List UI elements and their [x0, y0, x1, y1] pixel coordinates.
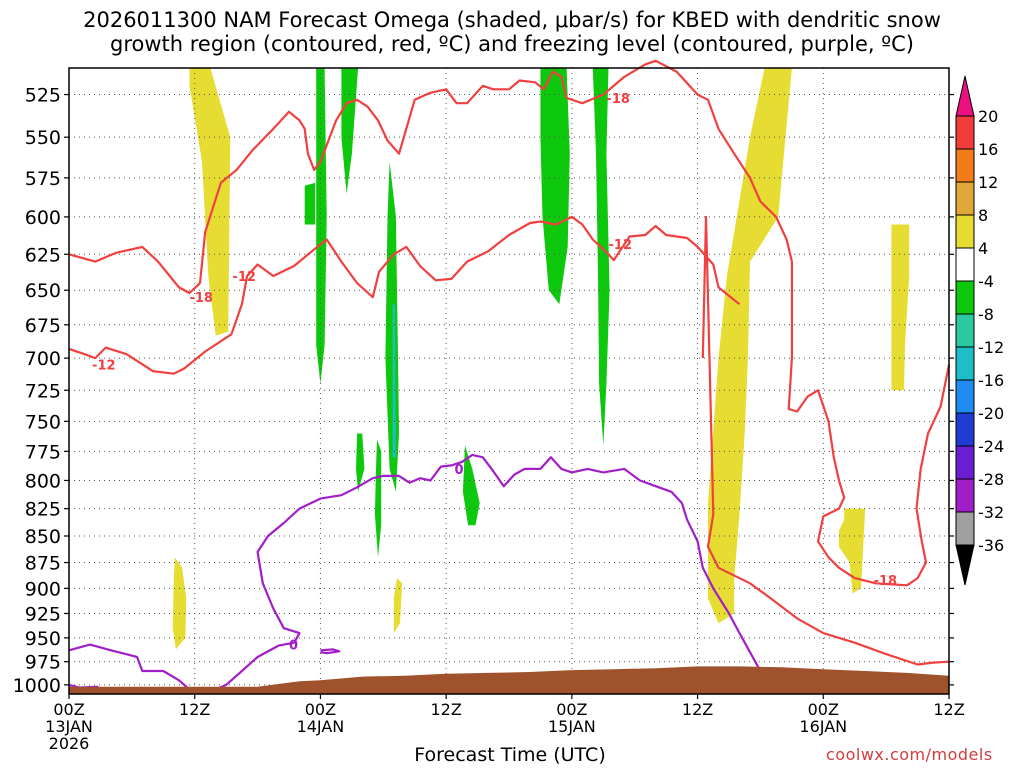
- colorbar-label: 20: [978, 107, 998, 126]
- x-tick-date: 13JAN: [45, 717, 93, 736]
- colorbar-box: [955, 412, 975, 447]
- omega-negative-region: [316, 68, 327, 384]
- terrain-ground: [69, 666, 949, 694]
- y-tick-label: 625: [25, 244, 61, 266]
- colorbar-label: -4: [978, 272, 994, 291]
- dgz-contour: [178, 59, 951, 587]
- colorbar-box: [955, 511, 975, 546]
- colorbar-box: [955, 379, 975, 414]
- contour-label: -18: [874, 574, 898, 589]
- y-tick-label: 850: [25, 526, 61, 548]
- colorbar-label: 12: [978, 173, 998, 192]
- omega-positive-region: [393, 578, 403, 634]
- colorbar-box: [955, 313, 975, 348]
- y-tick-label: 900: [25, 578, 61, 600]
- y-tick-label: 675: [25, 315, 61, 337]
- colorbar-box: [955, 247, 975, 282]
- colorbar-label: -20: [978, 404, 1004, 423]
- colorbar-box: [955, 214, 975, 249]
- omega-negative-region: [392, 304, 396, 458]
- omega-negative-region: [540, 68, 570, 305]
- colorbar-top-arrow: [955, 75, 975, 117]
- contour-label: -12: [232, 270, 256, 285]
- omega-positive-region: [189, 68, 231, 336]
- y-tick-label: 950: [25, 628, 61, 650]
- colorbar-box: [955, 346, 975, 381]
- omega-negative-region: [462, 445, 480, 526]
- colorbar-box: [955, 181, 975, 216]
- contour-label: -18: [189, 291, 213, 306]
- contour-label: -12: [92, 359, 116, 374]
- y-tick-label: 575: [25, 168, 61, 190]
- omega-positive-region: [839, 508, 866, 594]
- omega-positive-region: [708, 68, 792, 624]
- y-tick-label: 650: [25, 280, 61, 302]
- colorbar-label: -12: [978, 338, 1004, 357]
- contour-label: -18: [606, 92, 630, 107]
- y-tick-label: 550: [25, 127, 61, 149]
- y-tick-label: 750: [25, 411, 61, 433]
- y-tick-label: 725: [25, 380, 61, 402]
- x-axis-title: Forecast Time (UTC): [414, 744, 606, 766]
- omega-negative-region: [356, 433, 365, 492]
- colorbar-label: -36: [978, 536, 1004, 555]
- freezing-level-contour: [68, 453, 762, 691]
- colorbar-bottom-arrow: [955, 544, 975, 586]
- x-tick-date: 14JAN: [297, 717, 345, 736]
- colorbar-box: [955, 148, 975, 183]
- omega-positive-region: [172, 557, 187, 650]
- y-tick-label: 1000: [13, 675, 61, 697]
- contour-label: 0: [289, 639, 298, 654]
- colorbar-label: -8: [978, 305, 994, 324]
- omega-positive-region: [891, 224, 910, 391]
- plot-area: [69, 68, 949, 694]
- omega-negative-region: [304, 182, 316, 225]
- y-tick-label: 525: [25, 85, 61, 107]
- x-tick-label: 00Z: [556, 700, 587, 719]
- y-tick-label: 800: [25, 470, 61, 492]
- colorbar-label: -24: [978, 437, 1004, 456]
- y-tick-label: 600: [25, 207, 61, 229]
- x-tick-date: 16JAN: [799, 717, 847, 736]
- y-tick-label: 775: [25, 441, 61, 463]
- omega-negative-region: [341, 68, 359, 194]
- chart-title: 2026011300 NAM Forecast Omega (shaded, μ…: [83, 8, 941, 56]
- colorbar-label: -28: [978, 470, 1004, 489]
- colorbar-box: [955, 115, 975, 150]
- credit-text: coolwx.com/models: [826, 745, 993, 764]
- x-tick-label: 12Z: [682, 700, 713, 719]
- colorbar-label: 8: [978, 206, 988, 225]
- omega-negative-region: [374, 439, 382, 558]
- x-tick-label: 12Z: [179, 700, 210, 719]
- contour-label: 0: [455, 463, 464, 478]
- colorbar-label: 16: [978, 140, 998, 159]
- colorbar-box: [955, 478, 975, 513]
- x-tick-label: 00Z: [808, 700, 839, 719]
- y-tick-label: 975: [25, 652, 61, 674]
- y-tick-label: 700: [25, 348, 61, 370]
- colorbar-label: 4: [978, 239, 988, 258]
- x-tick-label: 00Z: [53, 700, 84, 719]
- freezing-level-contour: [320, 648, 341, 655]
- x-tick-label: 12Z: [430, 700, 461, 719]
- contour-label: -12: [609, 238, 633, 253]
- colorbar-box: [955, 280, 975, 315]
- x-tick-label: 12Z: [933, 700, 964, 719]
- omega-negative-region: [592, 68, 610, 446]
- x-tick-date: 15JAN: [548, 717, 596, 736]
- colorbar-label: -16: [978, 371, 1004, 390]
- colorbar-label: -32: [978, 503, 1004, 522]
- x-tick-year: 2026: [49, 734, 90, 753]
- dgz-contour: [68, 215, 741, 375]
- y-tick-label: 925: [25, 603, 61, 625]
- colorbar-box: [955, 445, 975, 480]
- y-tick-label: 875: [25, 553, 61, 575]
- omega-negative-region: [385, 161, 399, 492]
- y-tick-label: 825: [25, 499, 61, 521]
- x-tick-label: 00Z: [305, 700, 336, 719]
- dgz-contour: [701, 215, 950, 666]
